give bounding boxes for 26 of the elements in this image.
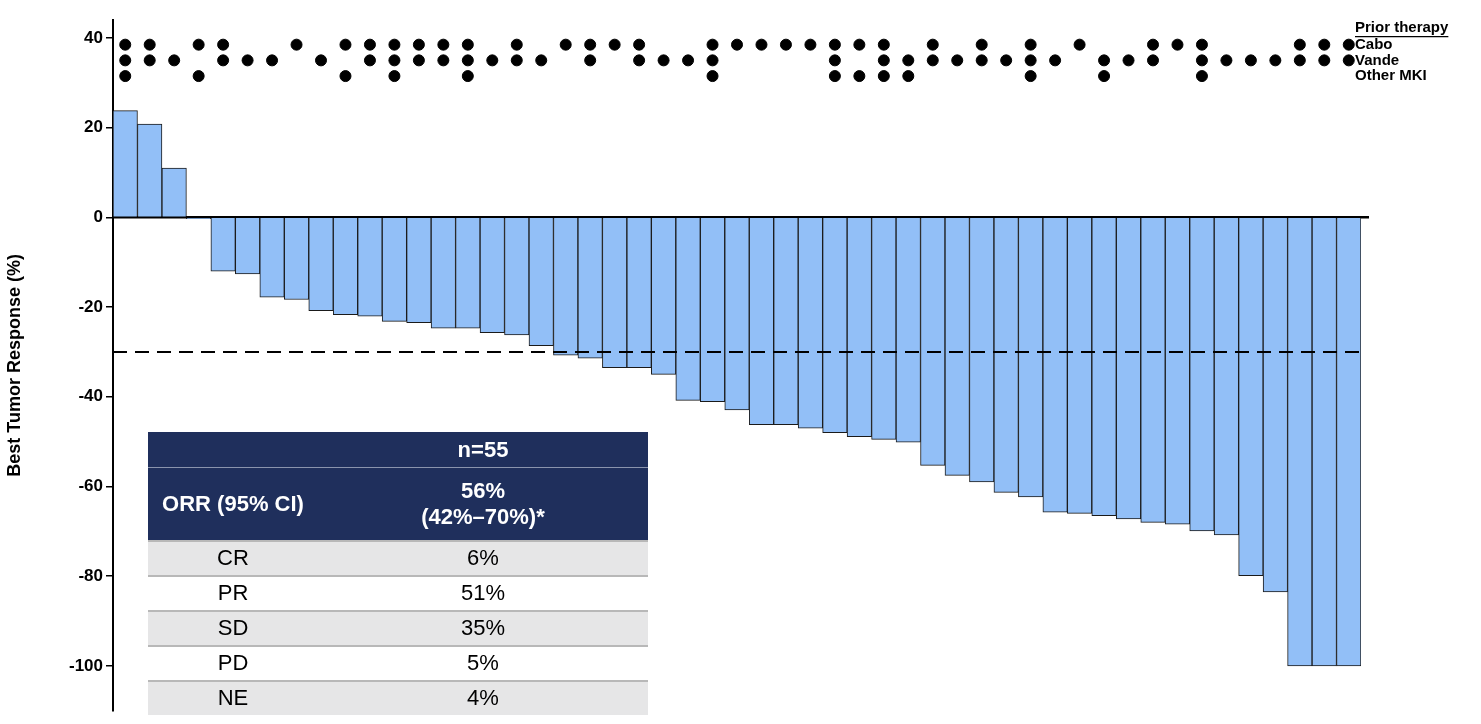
annotation: NE	[216, 684, 250, 711]
annotation: 5%	[466, 649, 500, 676]
annotation: 6%	[466, 544, 500, 571]
y-tick-label: 40	[84, 27, 103, 47]
y-tick-label: -80	[78, 565, 103, 585]
annotation: n=55	[456, 436, 510, 463]
y-axis-title: Best Tumor Response (%)	[3, 254, 24, 477]
annotation: PD	[216, 649, 250, 676]
legend-title: Prior therapy	[1355, 17, 1450, 35]
annotation: ORR (95% CI)	[161, 490, 305, 517]
y-tick-label: -20	[78, 296, 103, 316]
annotation: 56% (42%–70%)*	[421, 477, 545, 529]
annotation: 51%	[459, 579, 506, 606]
annotation: SD	[216, 614, 250, 641]
y-tick-label: -40	[78, 386, 103, 406]
series-label: Cabo	[1355, 34, 1393, 52]
annotation: 4%	[466, 684, 500, 711]
annotation: CR	[216, 544, 250, 571]
annotation: 35%	[459, 614, 506, 641]
y-tick-label: -60	[78, 476, 103, 496]
y-tick-label: -100	[68, 655, 103, 675]
annotation: PR	[216, 579, 250, 606]
text: Other MKI	[1355, 66, 1427, 84]
y-tick-label: 0	[93, 207, 103, 227]
series-label: Vande	[1355, 50, 1400, 68]
y-tick-label: 20	[84, 117, 103, 137]
